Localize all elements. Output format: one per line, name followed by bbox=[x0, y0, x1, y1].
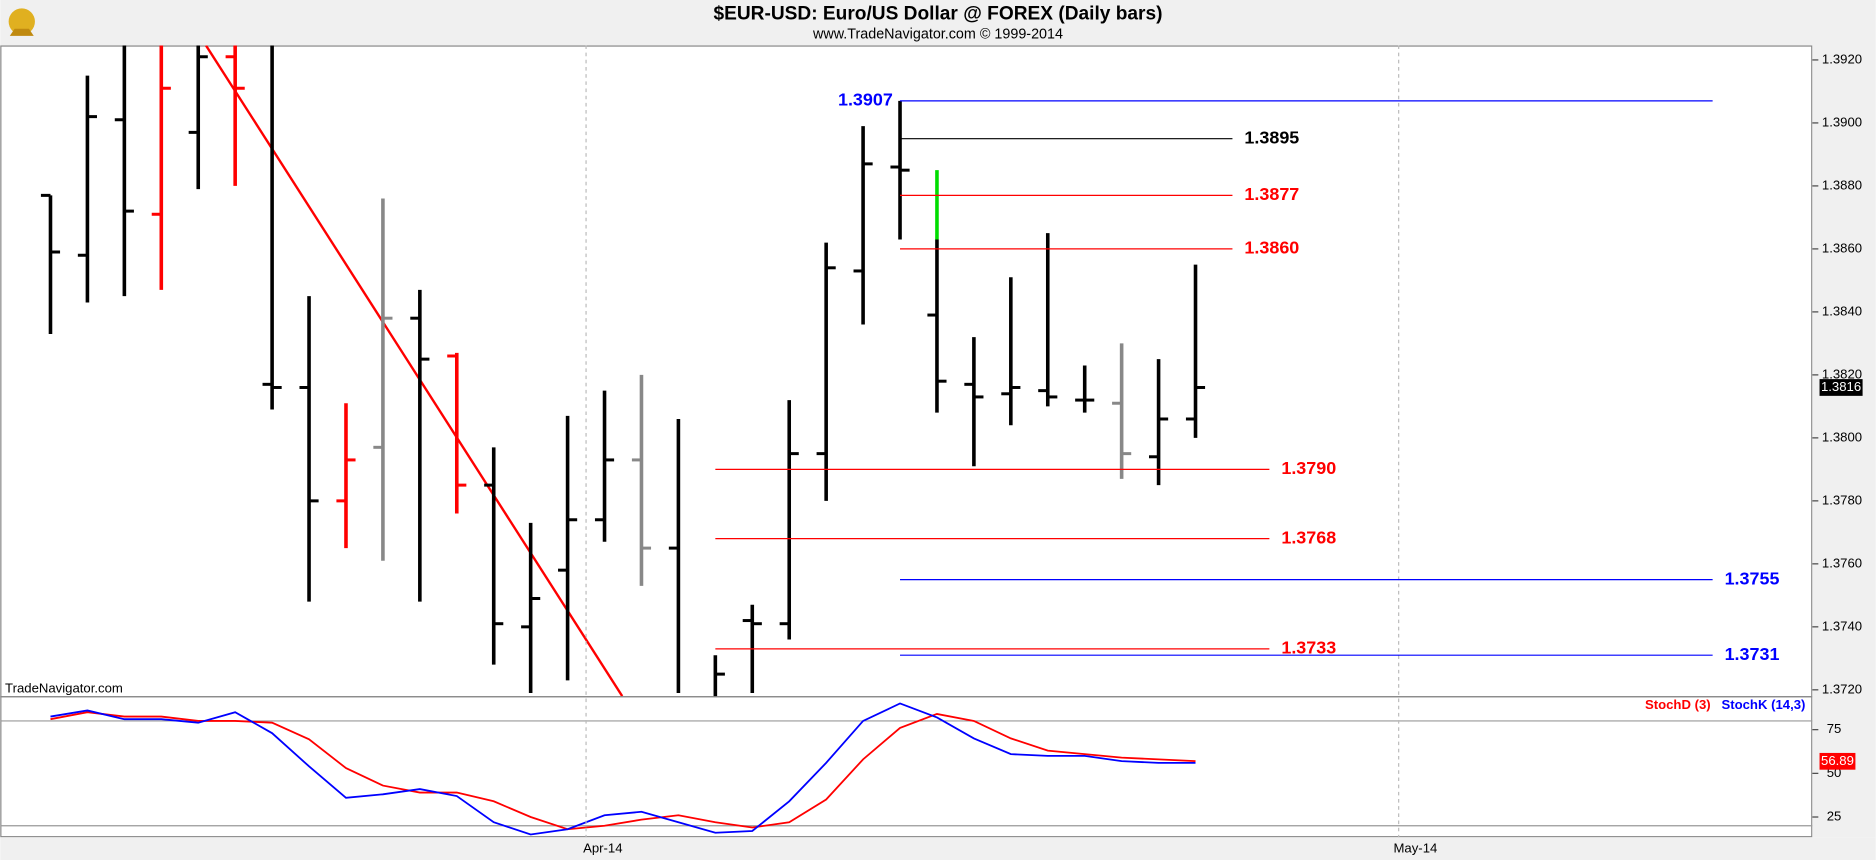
last-price-label: 1.3816 bbox=[1821, 379, 1861, 394]
y-tick-label: 1.3720 bbox=[1822, 681, 1862, 696]
header-bar bbox=[0, 0, 1876, 46]
y-tick-label: 1.3860 bbox=[1822, 240, 1862, 255]
y-tick-label: 1.3800 bbox=[1822, 429, 1862, 444]
level-label: 1.3877 bbox=[1244, 184, 1299, 204]
level-label: 1.3733 bbox=[1281, 638, 1336, 658]
y-tick-label: 1.3740 bbox=[1822, 618, 1862, 633]
last-price-box bbox=[1819, 379, 1863, 396]
level-label: 1.3768 bbox=[1281, 527, 1336, 547]
x-tick-label: May-14 bbox=[1393, 841, 1437, 856]
chart-title: $EUR-USD: Euro/US Dollar @ FOREX (Daily … bbox=[713, 3, 1162, 24]
x-tick-label: Apr-14 bbox=[583, 841, 622, 856]
y-tick-label: 1.3880 bbox=[1822, 177, 1862, 192]
y-tick-label: 1.3900 bbox=[1822, 114, 1862, 129]
y-tick-label: 1.3820 bbox=[1822, 366, 1862, 381]
level-label: 1.3860 bbox=[1244, 238, 1299, 258]
level-label: 1.3755 bbox=[1725, 568, 1780, 588]
level-label: 1.3907 bbox=[838, 90, 893, 110]
legend-entry: StochD (3) bbox=[1645, 697, 1711, 712]
level-label: 1.3895 bbox=[1244, 127, 1299, 147]
stoch-panel bbox=[0, 696, 1813, 838]
stoch-last-box bbox=[1819, 752, 1856, 770]
chart-subtitle: www.TradeNavigator.com © 1999-2014 bbox=[812, 26, 1063, 42]
level-label: 1.3790 bbox=[1281, 458, 1336, 478]
stoch-line bbox=[50, 711, 1196, 831]
y-axis-bar bbox=[1812, 45, 1876, 838]
level-label: 1.3731 bbox=[1725, 644, 1780, 664]
stoch-tick-label: 75 bbox=[1827, 721, 1842, 736]
y-tick-label: 1.3780 bbox=[1822, 492, 1862, 507]
logo bbox=[8, 8, 35, 36]
stoch-last-label: 56.89 bbox=[1821, 753, 1854, 768]
y-tick-label: 1.3840 bbox=[1822, 303, 1862, 318]
stoch-plot bbox=[0, 702, 1813, 836]
y-tick-label: 1.3760 bbox=[1822, 555, 1862, 570]
trend-line bbox=[204, 45, 624, 697]
watermark: TradeNavigator.com bbox=[5, 680, 123, 695]
stoch-tick-label: 25 bbox=[1827, 808, 1842, 823]
x-axis-bar bbox=[0, 837, 1876, 860]
legend-entry: StochK (14,3) bbox=[1721, 697, 1805, 712]
stoch-line bbox=[50, 702, 1196, 836]
price-plot bbox=[40, 45, 1206, 697]
y-tick-label: 1.3920 bbox=[1822, 51, 1862, 66]
